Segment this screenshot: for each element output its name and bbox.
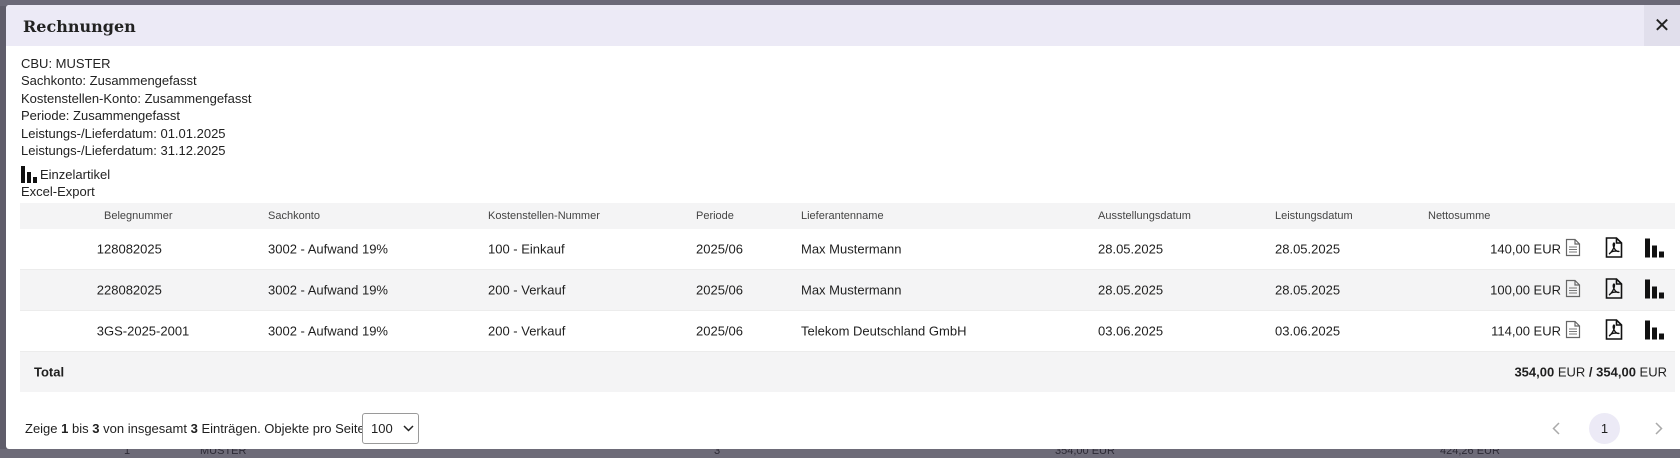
- row-sachkonto: 3002 - Aufwand 19%: [268, 282, 388, 298]
- filter-summary: CBU: MUSTER Sachkonto: Zusammengefasst K…: [21, 55, 252, 201]
- filter-sachkonto: Sachkonto: Zusammengefasst: [21, 73, 197, 89]
- row-belegnummer: GS-2025-2001: [104, 323, 190, 339]
- row-leistungsdatum: 28.05.2025: [1275, 241, 1341, 257]
- header-nettosumme[interactable]: Nettosumme: [1428, 210, 1491, 222]
- chevron-left-icon: [1552, 421, 1560, 435]
- row-kostenstelle: 200 - Verkauf: [488, 323, 566, 339]
- table-footer: Zeige 1 bis 3 von insgesamt 3 Einträgen.…: [6, 410, 1680, 446]
- table-row: 1 28082025 3002 - Aufwand 19% 100 - Eink…: [20, 229, 1675, 270]
- close-icon: ✕: [1653, 15, 1671, 37]
- total-value: 354,00 EUR / 354,00 EUR: [1514, 364, 1667, 380]
- table-total-row: Total 354,00 EUR / 354,00 EUR: [20, 352, 1675, 392]
- header-kostenstelle[interactable]: Kostenstellen-Nummer: [488, 210, 600, 222]
- row-belegnummer: 28082025: [104, 241, 162, 257]
- header-belegnummer[interactable]: Belegnummer: [104, 210, 173, 222]
- row-index: 1: [96, 241, 104, 257]
- bar-chart-icon[interactable]: [1645, 279, 1664, 302]
- header-sachkonto[interactable]: Sachkonto: [268, 210, 320, 222]
- next-page-button[interactable]: [1647, 416, 1671, 440]
- filter-periode: Periode: Zusammengefasst: [21, 108, 180, 124]
- excel-export-link[interactable]: Excel-Export: [21, 184, 95, 200]
- document-icon[interactable]: [1565, 238, 1581, 260]
- header-lieferant[interactable]: Lieferantenname: [801, 210, 884, 222]
- row-kostenstelle: 100 - Einkauf: [488, 241, 565, 257]
- chevron-down-icon: [403, 425, 414, 432]
- row-periode: 2025/06: [696, 241, 743, 257]
- row-sachkonto: 3002 - Aufwand 19%: [268, 241, 388, 257]
- document-icon[interactable]: [1565, 279, 1581, 301]
- row-ausstellungsdatum: 28.05.2025: [1098, 241, 1164, 257]
- filter-date-from: Leistungs-/Lieferdatum: 01.01.2025: [21, 125, 226, 141]
- header-periode[interactable]: Periode: [696, 210, 734, 222]
- pdf-icon[interactable]: [1605, 278, 1623, 303]
- table-row: 3 GS-2025-2001 3002 - Aufwand 19% 200 - …: [20, 311, 1675, 352]
- backdrop-cell: 424,26 EUR: [1440, 449, 1500, 457]
- modal-title: Rechnungen: [23, 17, 136, 36]
- per-page-value: 100: [371, 421, 393, 436]
- filter-cbu: CBU: MUSTER: [21, 56, 111, 71]
- row-sachkonto: 3002 - Aufwand 19%: [268, 323, 388, 339]
- bar-chart-icon[interactable]: [1645, 238, 1664, 261]
- total-label: Total: [34, 364, 65, 380]
- table-row: 2 28082025 3002 - Aufwand 19% 200 - Verk…: [20, 270, 1675, 311]
- backdrop-cell: MUSTER: [200, 449, 247, 457]
- backdrop: [0, 0, 1680, 6]
- invoices-modal: Rechnungen ✕ CBU: MUSTER Sachkonto: Zusa…: [6, 5, 1680, 449]
- row-index: 2: [96, 282, 104, 298]
- pdf-icon[interactable]: [1605, 237, 1623, 262]
- row-leistungsdatum: 03.06.2025: [1275, 323, 1341, 339]
- header-leistungsdatum[interactable]: Leistungsdatum: [1275, 210, 1353, 222]
- row-nettosumme: 114,00 EUR: [1491, 323, 1561, 339]
- modal-header: Rechnungen ✕: [6, 5, 1680, 46]
- row-ausstellungsdatum: 03.06.2025: [1098, 323, 1164, 339]
- filter-date-to: Leistungs-/Lieferdatum: 31.12.2025: [21, 143, 226, 159]
- chevron-right-icon: [1655, 421, 1663, 435]
- einzelartikel-label: Einzelartikel: [40, 167, 111, 183]
- backdrop-cell: 354,00 EUR: [1055, 449, 1115, 457]
- einzelartikel-link[interactable]: Einzelartikel: [21, 161, 252, 184]
- row-ausstellungsdatum: 28.05.2025: [1098, 282, 1164, 298]
- per-page-select[interactable]: 100: [362, 413, 419, 444]
- row-nettosumme: 100,00 EUR: [1490, 282, 1561, 298]
- document-icon[interactable]: [1565, 320, 1581, 342]
- row-index: 3: [96, 323, 104, 339]
- header-ausstellungsdatum[interactable]: Ausstellungsdatum: [1098, 210, 1191, 222]
- page-button[interactable]: 1: [1589, 413, 1620, 444]
- table-header: Belegnummer Sachkonto Kostenstellen-Numm…: [20, 203, 1675, 229]
- bar-chart-icon: [21, 165, 37, 184]
- row-lieferant: Max Mustermann: [801, 282, 902, 298]
- pagination-info: Zeige 1 bis 3 von insgesamt 3 Einträgen.…: [25, 421, 369, 436]
- row-kostenstelle: 200 - Verkauf: [488, 282, 566, 298]
- row-periode: 2025/06: [696, 282, 743, 298]
- bar-chart-icon[interactable]: [1645, 320, 1664, 343]
- prev-page-button[interactable]: [1544, 416, 1568, 440]
- backdrop-table-row: 1 MUSTER 3 354,00 EUR 424,26 EUR: [0, 449, 1680, 458]
- row-leistungsdatum: 28.05.2025: [1275, 282, 1341, 298]
- row-belegnummer: 28082025: [104, 282, 162, 298]
- row-lieferant: Max Mustermann: [801, 241, 902, 257]
- row-periode: 2025/06: [696, 323, 743, 339]
- filter-kostenstelle: Kostenstellen-Konto: Zusammengefasst: [21, 90, 252, 106]
- row-nettosumme: 140,00 EUR: [1490, 241, 1561, 257]
- close-button[interactable]: ✕: [1644, 5, 1680, 46]
- backdrop-cell: 3: [714, 449, 721, 457]
- invoice-table: Belegnummer Sachkonto Kostenstellen-Numm…: [20, 203, 1675, 392]
- backdrop-cell: 1: [124, 449, 131, 457]
- row-lieferant: Telekom Deutschland GmbH: [801, 323, 967, 339]
- pdf-icon[interactable]: [1605, 319, 1623, 344]
